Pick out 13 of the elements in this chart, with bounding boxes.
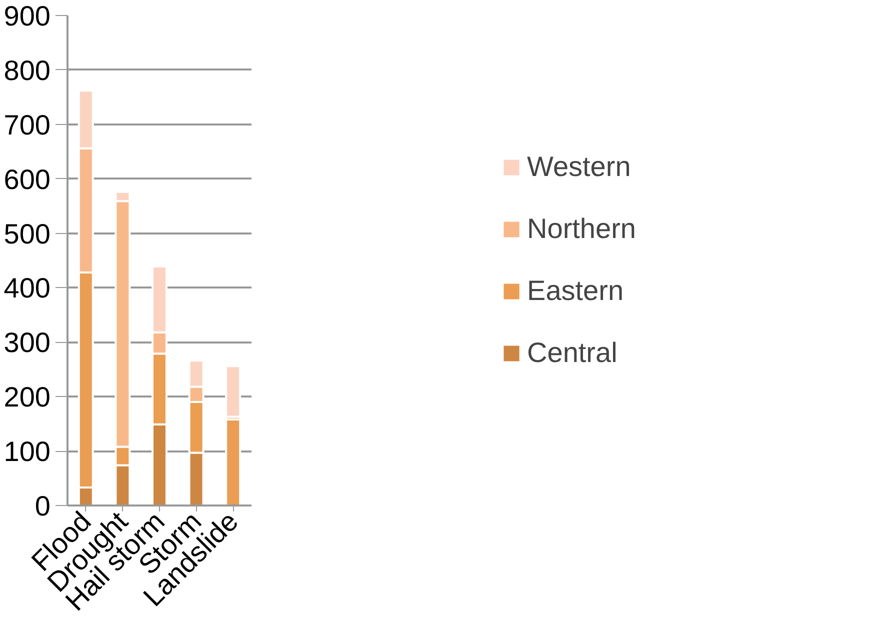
y-tick-label: 800 xyxy=(4,54,50,86)
y-tick-label: 400 xyxy=(4,272,50,304)
legend-label: Northern xyxy=(527,213,636,245)
y-tick-label: 700 xyxy=(4,109,50,140)
y-tick-label: 200 xyxy=(4,382,50,413)
y-tick-label: 500 xyxy=(4,218,50,250)
y-tick-label: 100 xyxy=(4,436,50,468)
y-tick-label: 600 xyxy=(4,164,50,195)
legend-label: Central xyxy=(527,337,618,369)
legend-label: Eastern xyxy=(527,275,624,307)
legend-label: Western xyxy=(527,151,631,183)
y-tick-label: 900 xyxy=(4,0,50,32)
y-tick-label: 300 xyxy=(4,327,50,358)
